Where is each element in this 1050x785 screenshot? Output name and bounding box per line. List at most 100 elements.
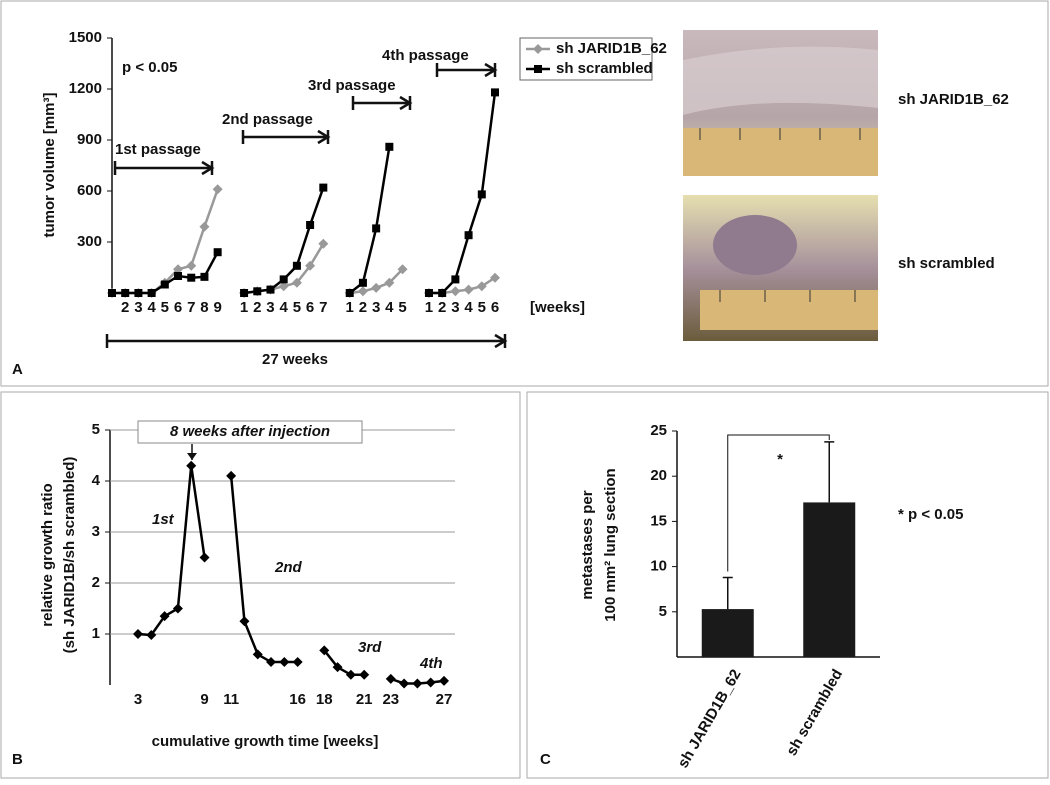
x-tick-label: 4 [385, 299, 394, 316]
photo-top [683, 30, 878, 176]
marker [318, 238, 329, 249]
marker [534, 65, 542, 73]
x-tick-label: 8 [200, 299, 208, 316]
x-tick-label: 1 [346, 299, 354, 316]
annotation: 1st passage [115, 141, 201, 158]
marker [476, 281, 487, 292]
marker [399, 678, 410, 689]
arrow-head [484, 62, 498, 78]
x-tick-label: 3 [266, 299, 274, 316]
marker [146, 630, 157, 641]
arrow-head [201, 160, 215, 176]
photo-bottom [683, 195, 878, 341]
marker [174, 272, 183, 280]
y-tick-label: 5 [92, 421, 100, 438]
annotation-box [137, 420, 363, 444]
x-tick-label: 27 [436, 691, 453, 708]
x-tick-label: 3 [134, 299, 142, 316]
x-tick-label: 4 [464, 299, 473, 316]
x-tick-label: 5 [161, 299, 169, 316]
legend-label: sh scrambled [556, 60, 653, 77]
y-axis-label: tumor volume [mm³] [41, 92, 58, 237]
annotation: 2nd passage [222, 111, 313, 128]
marker [372, 224, 381, 233]
marker [212, 184, 223, 195]
marker [305, 260, 316, 271]
y-axis-label: (sh JARID1B/sh scrambled) [61, 457, 78, 654]
x-tick-label: 7 [319, 299, 327, 316]
marker [345, 669, 356, 680]
y-tick-label: 1 [92, 625, 100, 642]
y-tick-label: 5 [659, 603, 667, 620]
y-tick-label: 25 [650, 422, 667, 439]
marker [292, 657, 303, 668]
x-tick-label: 6 [174, 299, 182, 316]
panel-label: A [12, 361, 23, 378]
marker [279, 657, 290, 668]
marker [425, 677, 436, 688]
marker [345, 289, 354, 297]
x-tick-label: 2 [438, 299, 446, 316]
x-tick-label: sh JARID1B_62 [674, 666, 744, 771]
arrow-head [494, 333, 508, 349]
significance-bracket [727, 434, 830, 572]
marker [371, 282, 382, 293]
legend-label: sh JARID1B_62 [556, 40, 667, 57]
x-tick-label: 7 [187, 299, 195, 316]
marker [397, 264, 408, 275]
photo-label: sh JARID1B_62 [898, 91, 1009, 108]
x-tick-label: sh scrambled [783, 666, 846, 758]
x-tick-label: 4 [280, 299, 289, 316]
marker [306, 221, 315, 229]
marker [358, 278, 367, 287]
error-bar [722, 576, 733, 610]
marker [490, 272, 500, 283]
x-axis-label: [weeks] [530, 299, 585, 316]
marker [319, 645, 330, 656]
y-tick-label: 2 [92, 574, 100, 591]
marker [438, 289, 447, 297]
annotation: 1st [152, 511, 175, 528]
marker [319, 183, 328, 192]
bar [701, 609, 754, 657]
annotation: 27 weeks [262, 351, 328, 368]
marker [121, 289, 130, 297]
annotation: p < 0.05 [122, 59, 177, 76]
marker [292, 261, 301, 270]
arrow-head [317, 129, 331, 145]
series-line [112, 188, 496, 295]
panel-label: B [12, 751, 23, 768]
y-tick-label: 1500 [69, 29, 102, 46]
series-line [137, 465, 445, 685]
marker [173, 264, 184, 275]
marker [385, 673, 396, 684]
x-tick-label: 2 [253, 299, 261, 316]
marker [240, 289, 249, 297]
panel-c-frame [526, 391, 1049, 779]
arrow-head [399, 95, 413, 111]
x-tick-label: 3 [451, 299, 459, 316]
y-tick-label: 600 [77, 182, 102, 199]
marker [491, 88, 499, 97]
marker [533, 44, 543, 54]
x-tick-label: 23 [382, 691, 399, 708]
marker [133, 629, 143, 639]
marker [239, 616, 250, 627]
marker [147, 289, 156, 297]
marker [186, 460, 197, 471]
marker [172, 603, 183, 614]
bar [803, 502, 856, 657]
marker [226, 470, 237, 481]
panel-a-frame [0, 0, 1049, 387]
marker [439, 675, 449, 686]
x-tick-label: 16 [289, 691, 306, 708]
marker [108, 289, 116, 297]
y-tick-label: 900 [77, 131, 102, 148]
y-tick-label: 10 [650, 558, 667, 575]
marker [186, 260, 197, 271]
annotation: 8 weeks after injection [170, 423, 330, 440]
annotation: 4th [419, 655, 443, 672]
x-tick-label: 3 [134, 691, 142, 708]
x-tick-label: 5 [398, 299, 406, 316]
